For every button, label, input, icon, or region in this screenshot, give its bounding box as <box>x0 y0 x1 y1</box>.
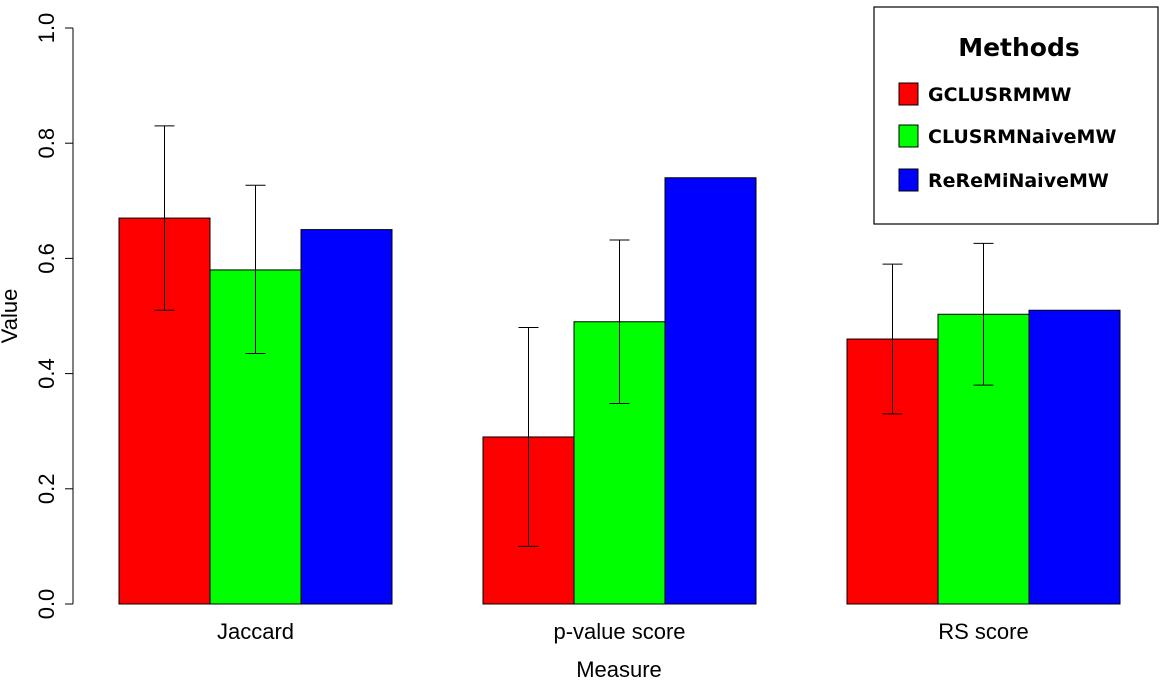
y-tick-label: 1.0 <box>34 13 59 44</box>
legend-box <box>873 6 1159 225</box>
bar-rereminaivemw-3 <box>1028 309 1121 605</box>
legend-swatch <box>898 124 919 148</box>
legend-label: ReReMiNaiveMW <box>928 170 1109 192</box>
y-tick-label: 0.0 <box>34 589 59 620</box>
bar-rereminaivemw-2 <box>664 177 757 605</box>
legend-title: Methods <box>958 33 1080 62</box>
x-tick-label: RS score <box>938 619 1028 644</box>
legend: Methods GCLUSRMMW CLUSRMNaiveMW ReReMiNaiv… <box>873 6 1159 225</box>
y-axis: 0.0 0.2 0.4 0.6 0.8 1.0 <box>34 13 74 620</box>
bar-rereminaivemw-1 <box>300 229 393 605</box>
legend-swatch <box>898 168 919 192</box>
legend-swatch <box>898 82 919 106</box>
x-axis-title: Measure <box>576 657 662 682</box>
legend-label: CLUSRMNaiveMW <box>928 126 1116 148</box>
y-tick-label: 0.2 <box>34 474 59 505</box>
legend-label: GCLUSRMMW <box>928 84 1072 106</box>
category-labels: Jaccard p-value score RS score <box>217 619 1029 644</box>
y-tick-label: 0.8 <box>34 128 59 159</box>
x-tick-label: p-value score <box>553 619 685 644</box>
y-axis-title: Value <box>0 289 22 344</box>
y-tick-label: 0.6 <box>34 243 59 274</box>
x-tick-label: Jaccard <box>217 619 294 644</box>
error-bars-group <box>154 125 994 547</box>
y-tick-label: 0.4 <box>34 358 59 389</box>
